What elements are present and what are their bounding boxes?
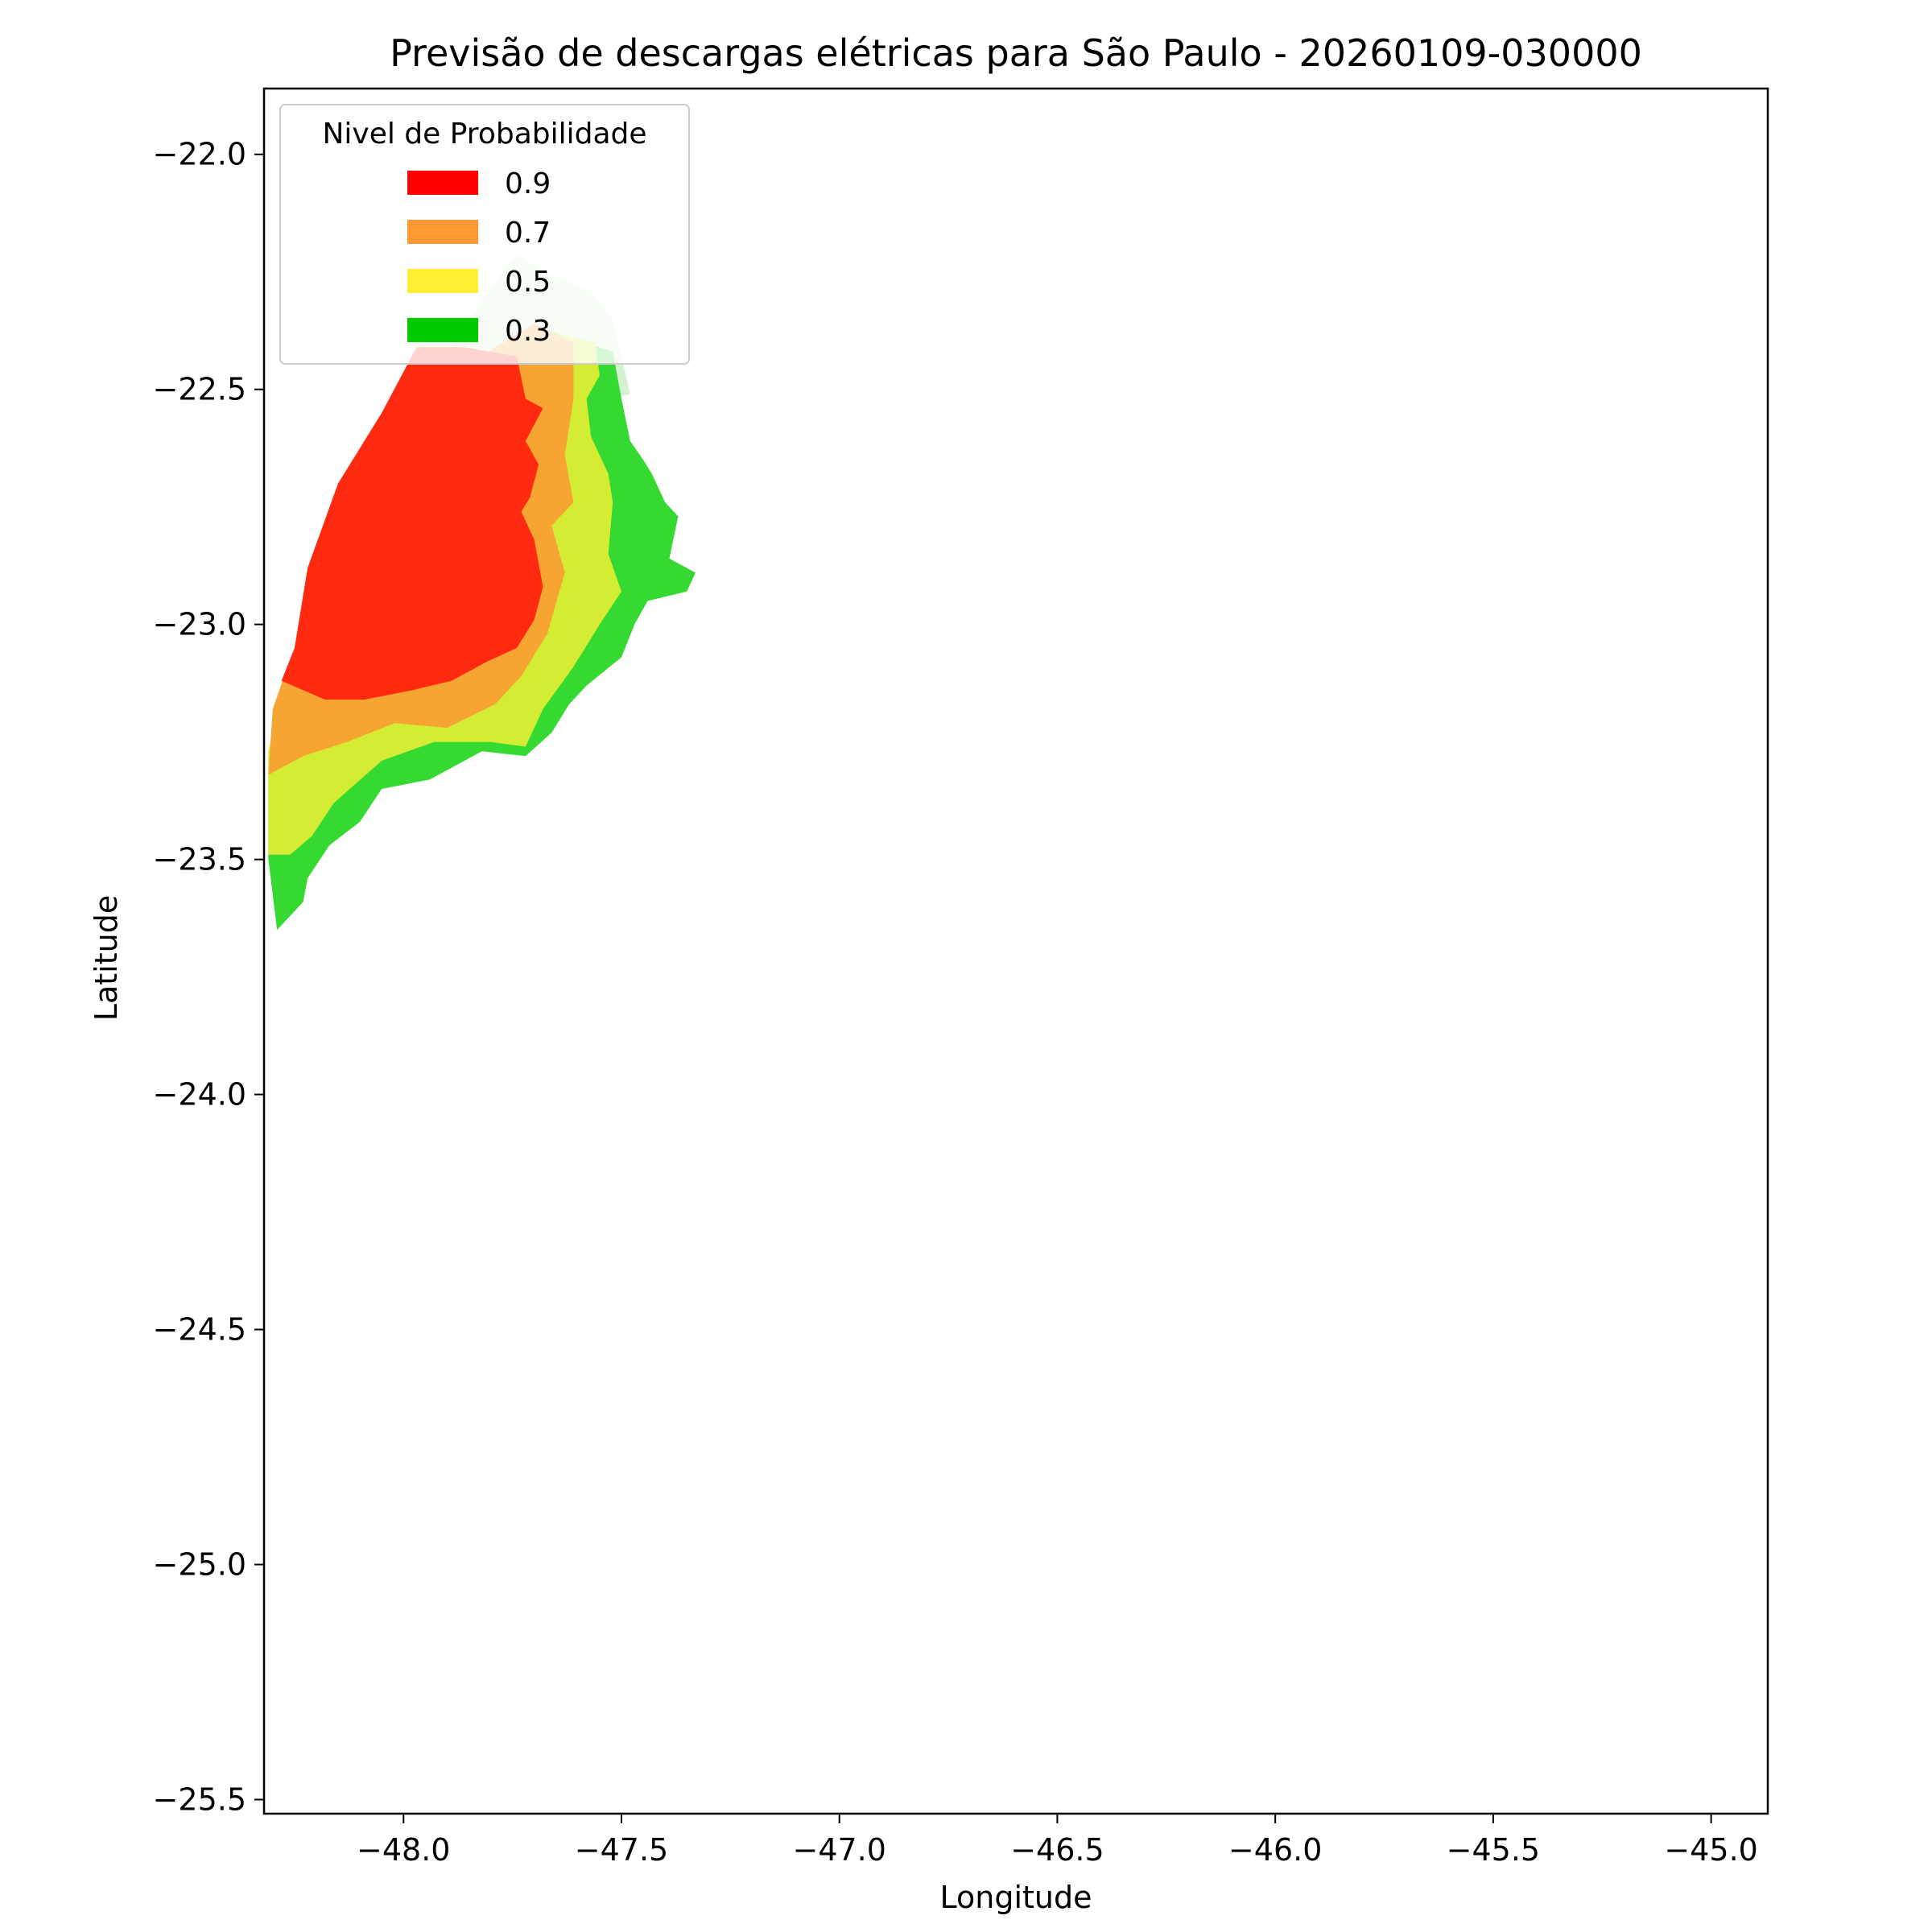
x-tick-label: −47.0 xyxy=(792,1832,886,1868)
legend-swatch xyxy=(407,171,478,195)
contour-levels xyxy=(268,253,696,931)
legend-swatch xyxy=(407,269,478,293)
y-tick-label: −25.0 xyxy=(153,1547,246,1583)
y-tick-label: −25.5 xyxy=(153,1781,246,1817)
y-axis: −22.0 −22.5 −23.0 −23.5 −24.0 −24.5 −25.0 −25.5 xyxy=(153,137,264,1817)
y-tick-label: −24.0 xyxy=(153,1077,246,1113)
x-tick-label: −48.0 xyxy=(357,1832,450,1868)
y-tick-label: −23.0 xyxy=(153,607,246,642)
legend-box xyxy=(279,104,690,365)
legend-entry-label: 0.9 xyxy=(505,167,551,200)
x-tick-label: −45.5 xyxy=(1447,1832,1540,1868)
y-tick-label: −24.5 xyxy=(153,1312,246,1348)
x-tick-label: −46.5 xyxy=(1010,1832,1104,1868)
x-axis: −48.0 −47.5 −47.0 −46.5 −46.0 −45.5 −45.0 xyxy=(357,1814,1758,1868)
legend-entry-label: 0.5 xyxy=(505,266,551,299)
y-axis-label: Latitude xyxy=(89,895,124,1021)
x-tick-label: −45.0 xyxy=(1664,1832,1757,1868)
legend-entry-label: 0.7 xyxy=(505,217,551,250)
chart-title: Previsão de descargas elétricas para São… xyxy=(390,31,1642,75)
x-tick-label: −46.0 xyxy=(1228,1832,1322,1868)
contour-level-0-9 xyxy=(281,347,543,700)
legend-title: Nivel de Probabilidade xyxy=(322,118,646,151)
x-tick-label: −47.5 xyxy=(575,1832,668,1868)
x-axis-label: Longitude xyxy=(940,1880,1092,1915)
legend-swatch xyxy=(407,318,478,342)
y-tick-label: −22.0 xyxy=(153,137,246,172)
legend-entry-label: 0.3 xyxy=(505,315,551,348)
legend-swatch xyxy=(407,220,478,244)
plot-frame xyxy=(262,87,1769,1815)
y-tick-label: −22.5 xyxy=(153,372,246,407)
legend: Nivel de Probabilidade 0.9 0.7 0.5 0.3 xyxy=(279,104,690,365)
y-tick-label: −23.5 xyxy=(153,842,246,877)
